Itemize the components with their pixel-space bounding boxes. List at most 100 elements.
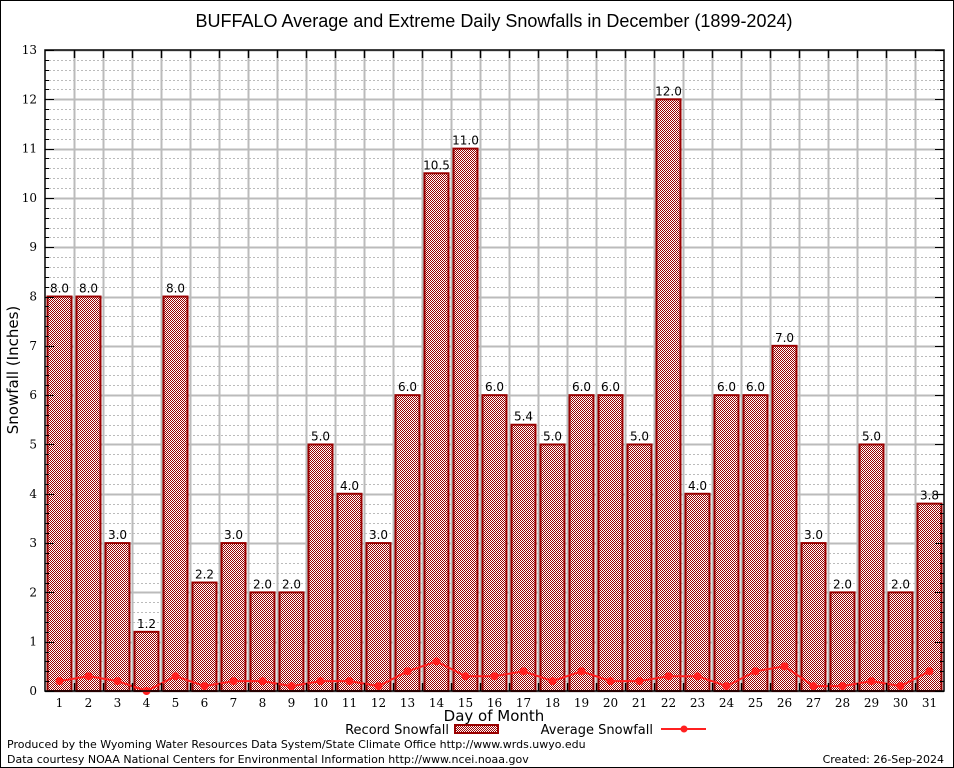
bar-value-label: 5.0: [311, 429, 330, 443]
y-tick-label: 7: [29, 339, 37, 353]
average-point: [693, 672, 702, 681]
x-tick-label: 8: [259, 696, 267, 710]
average-point: [374, 682, 383, 691]
bar-value-label: 5.0: [862, 429, 881, 443]
x-tick-labels: 1 2 3 4 5 6 7 8 9 10 11 12 13 14 15 16 17 18 19 20 21 22 23 24 2…: [56, 696, 937, 710]
bar-value-label: 6.0: [746, 380, 765, 394]
record-bar: [626, 443, 653, 693]
bars: [46, 98, 943, 693]
plot-border: [44, 49, 945, 692]
x-tick-label: 21: [632, 696, 647, 710]
y-tick-label: 9: [29, 240, 37, 254]
x-tick-label: 31: [922, 696, 937, 710]
record-bar: [481, 394, 508, 692]
bar-value-label: 1.2: [137, 617, 156, 631]
x-tick-label: 5: [172, 696, 180, 710]
bar-value-label: 2.2: [195, 568, 214, 582]
legend-average-marker: [680, 725, 688, 733]
average-point: [577, 667, 586, 676]
bar-value-label: 10.5: [423, 158, 450, 172]
y-tick-label: 0: [29, 684, 37, 698]
x-tick-label: 12: [371, 696, 386, 710]
x-tick-label: 17: [516, 696, 531, 710]
legend-record-label: Record Snowfall: [345, 723, 449, 738]
record-bar: [887, 591, 914, 693]
bar-value-label: 3.8: [920, 489, 939, 503]
y-tick-label: 2: [29, 585, 37, 599]
x-tick-label: 23: [690, 696, 705, 710]
x-tick-label: 15: [458, 696, 473, 710]
average-point: [867, 677, 876, 686]
bar-value-label: 12.0: [655, 84, 682, 98]
x-tick-label: 27: [806, 696, 821, 710]
x-tick-label: 18: [545, 696, 560, 710]
bar-value-label: 3.0: [224, 528, 243, 542]
axes: [44, 49, 945, 692]
bar-value-label: 6.0: [601, 380, 620, 394]
y-tick-label: 6: [29, 388, 37, 402]
x-axis-label: Day of Month: [444, 707, 545, 725]
average-point: [345, 677, 354, 686]
average-point: [896, 682, 905, 691]
bar-value-label: 2.0: [833, 577, 852, 591]
footer-produced-by: Produced by the Wyoming Water Resources …: [7, 738, 586, 751]
average-point: [113, 677, 122, 686]
y-tick-label: 5: [29, 437, 37, 451]
y-tick-label: 13: [22, 43, 37, 57]
bar-value-label: 6.0: [717, 380, 736, 394]
x-tick-label: 7: [230, 696, 238, 710]
average-line: [55, 657, 934, 695]
average-point: [490, 672, 499, 681]
x-tick-label: 28: [835, 696, 850, 710]
x-tick-label: 11: [342, 696, 357, 710]
average-point: [55, 677, 64, 686]
bar-value-label: 2.0: [253, 577, 272, 591]
average-point: [461, 672, 470, 681]
x-tick-label: 6: [201, 696, 209, 710]
x-tick-label: 30: [893, 696, 908, 710]
x-tick-label: 29: [864, 696, 879, 710]
x-tick-label: 26: [777, 696, 792, 710]
y-tick-label: 3: [29, 536, 37, 550]
bar-value-label: 4.0: [340, 479, 359, 493]
record-bar: [336, 492, 363, 692]
record-bar: [829, 591, 856, 693]
average-point: [432, 657, 441, 666]
x-tick-label: 19: [574, 696, 589, 710]
bar-value-label: 5.4: [514, 410, 533, 424]
record-bar: [220, 542, 247, 692]
average-point: [316, 677, 325, 686]
x-tick-label: 24: [719, 696, 735, 710]
y-axis-label: Snowfall (Inches): [4, 306, 22, 434]
bar-value-label: 6.0: [398, 380, 417, 394]
record-bar: [423, 172, 450, 692]
record-bar: [916, 502, 943, 692]
legend-record-swatch: [454, 724, 499, 734]
footer-data-courtesy: Data courtesy NOAA National Centers for …: [7, 753, 529, 766]
x-tick-label: 25: [748, 696, 763, 710]
x-tick-label: 3: [114, 696, 122, 710]
bar-value-label: 7.0: [775, 331, 794, 345]
average-point: [403, 667, 412, 676]
legend: Record Snowfall Average Snowfall: [345, 723, 706, 738]
record-bar: [191, 581, 218, 692]
x-tick-label: 22: [661, 696, 676, 710]
bar-value-label: 8.0: [50, 282, 69, 296]
record-bar: [800, 542, 827, 692]
record-bar: [278, 591, 305, 693]
y-tick-label: 1: [29, 635, 37, 649]
y-tick-label: 8: [29, 290, 37, 304]
y-tick-label: 11: [22, 142, 37, 156]
bar-value-label: 6.0: [485, 380, 504, 394]
bar-value-label: 6.0: [572, 380, 591, 394]
record-bar: [539, 443, 566, 693]
record-bar: [597, 394, 624, 692]
average-point: [780, 662, 789, 671]
average-point: [722, 682, 731, 691]
x-tick-label: 10: [313, 696, 328, 710]
bar-value-label: 3.0: [369, 528, 388, 542]
bar-value-label: 2.0: [891, 577, 910, 591]
x-tick-label: 1: [56, 696, 64, 710]
x-tick-label: 9: [288, 696, 296, 710]
